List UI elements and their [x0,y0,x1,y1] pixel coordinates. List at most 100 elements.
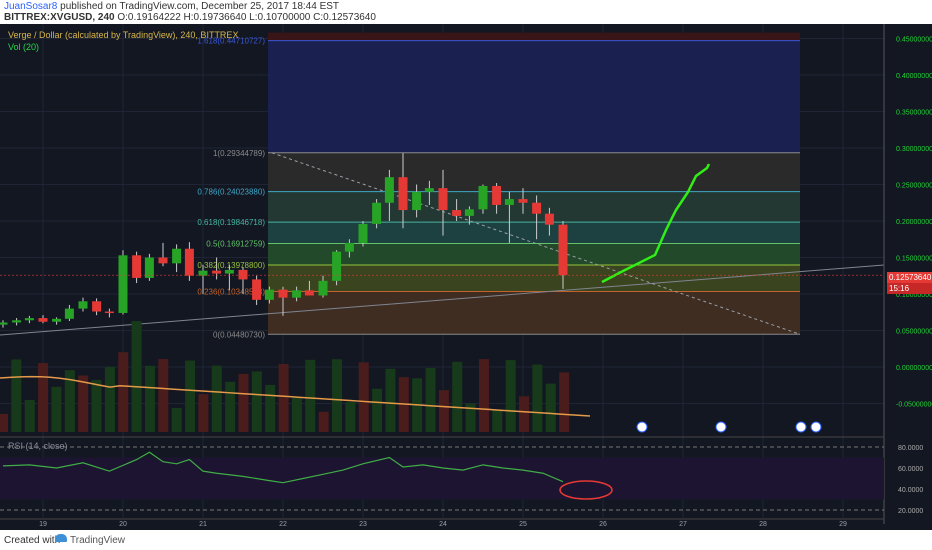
event-icon [636,421,648,433]
price-chart[interactable]: 1.618(0.44710727) 1(0.29344789) 0.786(0.24… [0,24,932,530]
volume-bar [185,360,196,432]
candle-down [438,188,448,211]
volume-bar [238,373,249,432]
price-tick-label: 0.25000000 [896,183,932,190]
fib-label: 0.5(0.16912759) [206,240,265,249]
volume-bar [91,380,102,432]
rsi-band [0,457,884,500]
candle-down [532,202,542,214]
price-tick-label: 0.45000000 [896,37,932,44]
candle-up [372,202,382,224]
volume-bar [211,365,222,432]
volume-bar [265,384,276,432]
volume-bar [358,362,369,432]
candle-down [398,177,408,211]
candle-up [318,280,328,296]
candle-up [198,270,208,276]
volume-bar [318,411,329,432]
candle-up [64,308,74,319]
candle-down [92,301,102,312]
created-with-text: Created with [4,535,61,546]
volume-bar [492,410,503,432]
volume-bar [478,359,489,432]
candle-down [212,270,222,274]
symbol-legend: Verge / Dollar (calculated by TradingVie… [8,30,239,40]
rsi-pane: 80.0000 60.0000 40.0000 20.0000 [0,436,923,515]
rsi-legend: RSI (14, close) [8,441,68,451]
volume-bar [11,359,22,432]
candle-up [52,318,62,322]
candle-down [104,311,114,314]
candle-up [412,191,422,211]
rsi-tick-label: 80.0000 [898,445,923,452]
candle-down [544,213,554,225]
time-tick-label: 23 [359,521,367,528]
volume-bar [158,359,169,432]
candle-up [464,209,474,216]
price-tick-label: 0.15000000 [896,256,932,263]
candle-up [344,242,354,252]
volume-bar [385,368,396,432]
volume-bar [104,366,115,432]
candle-up [118,255,128,313]
volume-bar [24,399,35,432]
volume-bar [251,371,262,432]
event-icon [795,421,807,433]
volume-bar [38,363,49,432]
event-icon [810,421,822,433]
author-link[interactable]: JuanSosar8 [4,1,58,12]
candle-down [238,269,248,280]
candle-up [12,320,22,323]
candles [0,153,568,328]
time-tick-label: 29 [839,521,847,528]
time-tick-label: 27 [679,521,687,528]
candle-up [424,188,434,192]
price-axis: 0.45000000 0.40000000 0.35000000 0.30000000… [883,24,932,524]
price-tick-label: 0.35000000 [896,110,932,117]
trendline-support [0,264,885,336]
candle-down [278,289,288,298]
candle-up [292,290,302,298]
fib-label: 0.382(0.13978800) [197,261,265,270]
fib-label: 0.786(0.24023880) [197,188,265,197]
volume-bar [505,360,516,432]
fib-label: 1.618(0.44710727) [197,37,265,46]
fib-label: 0.236(0.10348548) [197,287,265,296]
event-icon [715,421,727,433]
volume-bar [291,397,302,432]
candle-up [172,248,182,264]
volume-bars [0,321,591,432]
candle-down [304,290,314,296]
volume-bar [278,363,289,432]
fibonacci-retracement: 1.618(0.44710727) 1(0.29344789) 0.786(0.24… [197,32,800,339]
price-tick-label: 0.00000000 [896,365,932,372]
price-tick-label: 0.40000000 [896,73,932,80]
candle-down [558,224,568,276]
tradingview-logo-icon [55,534,67,542]
candle-up [358,223,368,243]
candle-down [158,257,168,264]
candle-up [78,301,88,309]
volume-ma-line [0,375,591,417]
price-tick-label: 0.05000000 [896,329,932,336]
volume-bar [225,381,236,432]
volume-bar [559,372,570,432]
price-tick-label: 0.20000000 [896,219,932,226]
candle-up [384,177,394,203]
volume-bar [51,386,62,432]
time-tick-label: 20 [119,521,127,528]
fib-label: 0.618(0.19846718) [197,218,265,227]
ohlc-readout: O:0.19164222 H:0.19736640 L:0.10700000 C… [117,12,376,23]
candle-down [252,279,262,300]
volume-bar [305,359,316,432]
projection-arrow [601,163,711,284]
volume-bar [438,390,449,432]
fib-zone [268,32,800,41]
fib-zone [268,291,800,335]
candle-up [144,257,154,278]
volume-bar [144,365,155,432]
tradingview-brand[interactable]: TradingView [70,535,126,546]
fib-zone [268,243,800,265]
fib-zone [268,152,800,192]
